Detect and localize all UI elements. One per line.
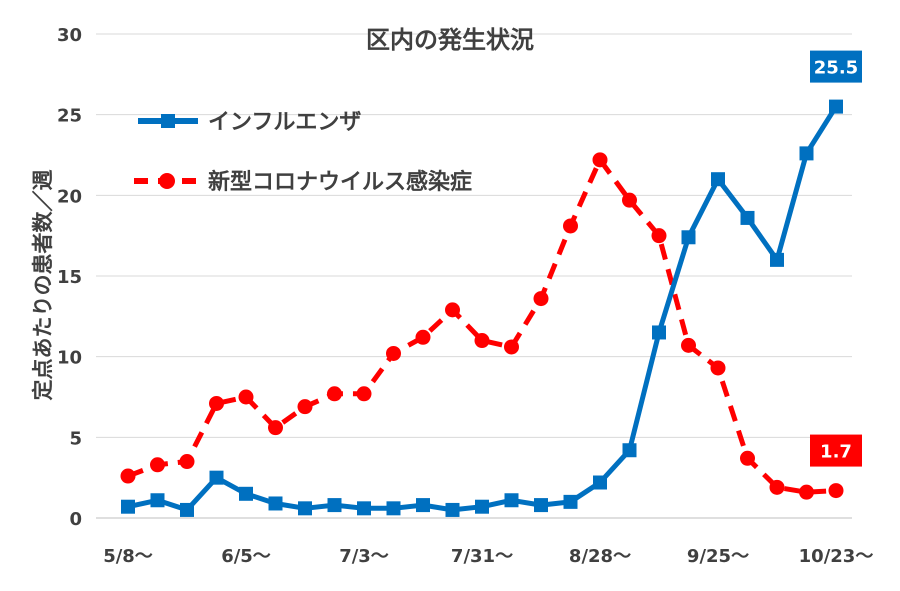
data-point [711, 172, 725, 187]
legend-item-influenza: インフルエンザ [138, 110, 361, 135]
data-point [238, 389, 254, 405]
x-axis-ticks: 5/8～ 6/5～ 7/3～ 7/31～ 8/28～ 9/25～ 10/23～ [103, 546, 873, 567]
data-point [386, 345, 401, 361]
end-labels: 1.7 25.5 [810, 50, 862, 467]
data-point [504, 493, 519, 508]
data-point [150, 457, 165, 473]
data-point [209, 395, 224, 411]
data-point [769, 479, 785, 495]
x-tick-label: 9/25～ [687, 546, 749, 567]
data-point [681, 337, 696, 353]
data-point [770, 252, 784, 267]
data-point [652, 325, 666, 340]
data-point [474, 333, 490, 349]
chart-title: 区内の発生状況 [366, 26, 534, 54]
data-point [150, 493, 165, 508]
data-point [504, 339, 519, 355]
legend-label-influenza: インフルエンザ [208, 110, 361, 135]
data-point [445, 502, 460, 517]
series-layer [120, 99, 844, 517]
data-point [209, 470, 224, 485]
data-point [416, 498, 430, 513]
end-label-badge [810, 50, 862, 83]
data-point [563, 218, 578, 234]
x-tick-label: 8/28～ [569, 546, 631, 567]
legend-label-covid: 新型コロナウイルス感染症 [208, 169, 472, 195]
data-point [415, 329, 431, 345]
data-point [740, 210, 755, 225]
y-tick-label: 20 [57, 186, 82, 207]
data-point [356, 386, 372, 402]
x-tick-label: 7/31～ [451, 546, 513, 567]
data-point [386, 501, 401, 516]
data-point [239, 486, 253, 501]
data-point [622, 443, 637, 458]
end-label-badge [810, 434, 862, 467]
x-tick-label: 5/8～ [103, 546, 153, 567]
data-point [681, 230, 696, 245]
data-point [475, 499, 489, 514]
data-point [651, 228, 667, 244]
legend-item-covid: 新型コロナウイルス感染症 [134, 169, 472, 195]
y-tick-label: 0 [69, 509, 82, 530]
data-point [180, 502, 194, 517]
y-tick-label: 15 [57, 267, 82, 288]
y-tick-label: 10 [57, 348, 82, 369]
x-tick-label: 6/5～ [221, 546, 271, 567]
series-line-1 [127, 157, 837, 495]
data-point [327, 386, 342, 402]
y-tick-label: 5 [69, 428, 82, 449]
end-label-text: 25.5 [814, 58, 858, 79]
data-point [327, 498, 342, 513]
y-axis-ticks: 0 5 10 15 20 25 30 [57, 25, 82, 530]
gridlines [96, 33, 852, 519]
data-point [710, 360, 726, 376]
legend: インフルエンザ 新型コロナウイルス感染症 [134, 110, 472, 195]
data-point [179, 454, 195, 470]
data-point [357, 501, 371, 516]
y-tick-label: 25 [57, 106, 82, 127]
y-tick-label: 30 [57, 25, 82, 46]
data-point [592, 152, 608, 168]
series-line-0 [127, 105, 839, 513]
data-point [740, 450, 755, 466]
data-point [593, 475, 607, 490]
data-point [799, 146, 814, 161]
x-tick-label: 7/3～ [339, 546, 389, 567]
data-point [533, 291, 549, 307]
data-point [298, 501, 312, 516]
legend-marker-covid [159, 173, 175, 189]
data-point [534, 498, 548, 513]
data-point [121, 499, 135, 514]
end-label-text: 1.7 [820, 442, 852, 463]
data-point [799, 484, 814, 500]
data-point [268, 420, 283, 436]
data-point [268, 496, 283, 511]
y-axis-label: 定点あたりの患者数／週 [31, 169, 55, 401]
legend-marker-influenza [161, 114, 175, 128]
data-point [445, 302, 460, 318]
data-point [120, 468, 136, 484]
data-point [828, 483, 844, 499]
data-point [297, 399, 313, 415]
x-tick-label: 10/23～ [799, 546, 874, 567]
data-point [829, 99, 843, 114]
data-point [563, 494, 578, 509]
data-point [622, 192, 637, 208]
